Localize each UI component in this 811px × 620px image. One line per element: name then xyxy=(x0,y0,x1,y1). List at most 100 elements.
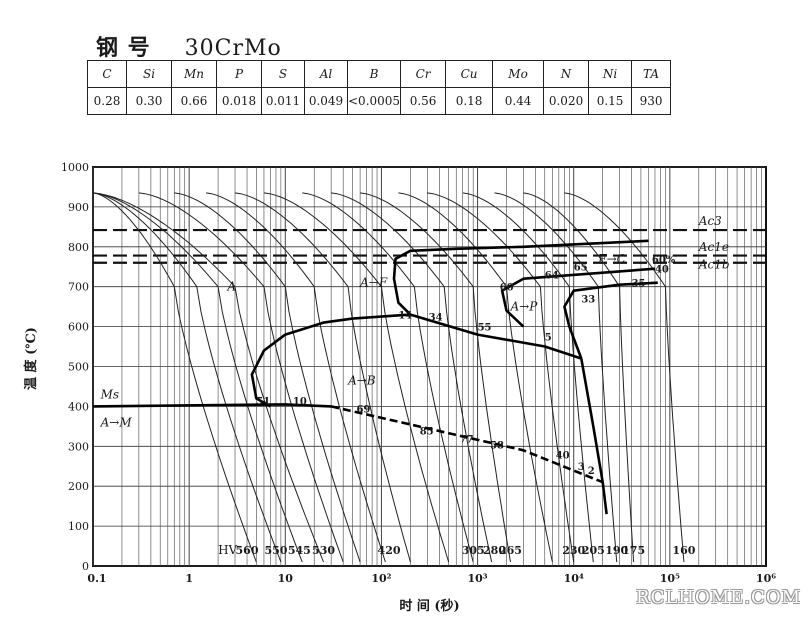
hardness-value: 530 xyxy=(312,544,335,557)
hardness-value: 190 xyxy=(605,544,628,557)
x-axis-label: 时 间 (秒) xyxy=(399,598,459,614)
y-tick-label: 300 xyxy=(68,440,89,453)
region-label: A→B xyxy=(347,373,376,387)
percent-label: 3 xyxy=(578,462,585,473)
composition-header-3: P xyxy=(216,60,262,88)
x-tick-label: 10 xyxy=(278,572,294,585)
region-label: A→P xyxy=(509,300,538,314)
grade-label: 钢 号 xyxy=(96,35,151,61)
transformation-curve xyxy=(563,281,658,359)
y-tick-label: 500 xyxy=(68,361,89,374)
hardness-value: 545 xyxy=(288,544,311,557)
hardness-value: 280 xyxy=(483,544,506,557)
x-tick-label: 10⁵ xyxy=(660,572,680,585)
composition-value-9: 0.44 xyxy=(492,87,545,115)
composition-table: C Si Mn P S Al B Cr Cu Mo N Ni TA 0.28 0.30 0.66 0.018 0… xyxy=(87,60,672,115)
hardness-value: 175 xyxy=(622,544,645,557)
cooling-curve xyxy=(398,192,553,563)
composition-value-7: 0.56 xyxy=(400,87,447,115)
y-tick-label: 600 xyxy=(68,321,89,334)
composition-header-0: C xyxy=(87,60,127,88)
cooling-curve xyxy=(92,192,257,563)
y-tick-label: 100 xyxy=(68,520,89,533)
percent-label: 77 xyxy=(460,434,474,445)
transformation-curve xyxy=(250,313,411,408)
cooling-curve xyxy=(138,192,344,563)
percent-label: 10 xyxy=(293,396,307,407)
region-label: A xyxy=(226,280,236,294)
composition-header-5: Al xyxy=(304,60,348,88)
region-label: Ac3 xyxy=(698,214,722,228)
x-tick-label: 10⁶ xyxy=(756,572,776,585)
percent-label: 55 xyxy=(478,323,492,334)
composition-header-11: Ni xyxy=(588,60,633,88)
composition-header-9: Mo xyxy=(492,60,545,88)
cooling-curve xyxy=(564,192,685,563)
hardness-value: 265 xyxy=(499,544,522,557)
transformation-curve xyxy=(330,405,604,484)
composition-value-1: 0.30 xyxy=(126,87,172,115)
watermark: RCLHOME.COM xyxy=(636,587,801,608)
x-tick-label: 10⁴ xyxy=(564,572,584,585)
steel-grade-title: 钢 号 30CrMo xyxy=(96,30,282,62)
transformation-curve xyxy=(92,403,332,408)
percent-label: 5 xyxy=(545,333,552,344)
y-tick-label: 1000 xyxy=(61,161,89,174)
cooling-curve xyxy=(234,192,411,563)
y-tick-label: 900 xyxy=(68,201,89,214)
transformation-curve xyxy=(500,267,656,328)
region-label: Ac1b xyxy=(698,258,730,272)
cooling-curve xyxy=(92,192,303,563)
x-tick-label: 1 xyxy=(185,572,193,585)
percent-label: 60% xyxy=(652,255,676,266)
percent-label: 2 xyxy=(588,466,595,477)
cooling-curve xyxy=(523,192,635,563)
x-tick-label: 10³ xyxy=(468,572,488,585)
region-label: Ac1e xyxy=(698,240,729,254)
hardness-value: 550 xyxy=(264,544,287,557)
composition-value-6: <0.0005 xyxy=(346,87,402,115)
transformation-curve xyxy=(580,358,608,515)
percent-label: 51 xyxy=(256,396,270,407)
composition-header-4: S xyxy=(261,60,305,88)
percent-label: 60 xyxy=(500,283,514,294)
percent-label: 14 xyxy=(398,311,412,322)
composition-value-2: 0.66 xyxy=(171,87,217,115)
hardness-value: 230 xyxy=(562,544,585,557)
composition-value-8: 0.18 xyxy=(445,87,494,115)
hardness-value: 305 xyxy=(462,544,485,557)
composition-value-4: 0.011 xyxy=(261,87,305,115)
percent-label: 35 xyxy=(632,279,646,290)
y-axis-label: 温 度 (℃) xyxy=(23,327,39,390)
y-tick-label: 700 xyxy=(68,281,89,294)
x-tick-label: 0.1 xyxy=(87,572,106,585)
composition-value-11: 0.15 xyxy=(588,87,633,115)
grade-name: 30CrMo xyxy=(184,36,282,61)
transformation-curve xyxy=(410,313,582,360)
transformation-curve xyxy=(392,239,649,316)
cooling-curve xyxy=(331,192,493,563)
y-tick-label: 800 xyxy=(68,241,89,254)
x-tick-label: 10² xyxy=(371,572,391,585)
composition-value-3: 0.018 xyxy=(216,87,262,115)
cooling-curve xyxy=(174,192,361,563)
percent-label: 34 xyxy=(429,313,443,324)
cooling-curve xyxy=(302,192,474,563)
region-label: A→M xyxy=(100,415,133,429)
percent-label: 40 xyxy=(655,265,669,276)
percent-label: 58 xyxy=(490,440,504,451)
hardness-value: 560 xyxy=(236,544,259,557)
percent-label: 65 xyxy=(574,263,588,274)
cooling-curve xyxy=(263,192,450,563)
hardness-label: HV xyxy=(218,543,237,557)
cooling-curve xyxy=(462,192,594,563)
region-label: A→F xyxy=(359,276,388,290)
cooling-curve xyxy=(360,192,511,563)
hardness-value: 420 xyxy=(378,544,401,557)
hardness-value: 205 xyxy=(582,544,605,557)
y-tick-label: 0 xyxy=(82,560,89,573)
composition-value-5: 0.049 xyxy=(304,87,348,115)
y-tick-label: 200 xyxy=(68,480,89,493)
region-label: F→C xyxy=(597,252,626,266)
